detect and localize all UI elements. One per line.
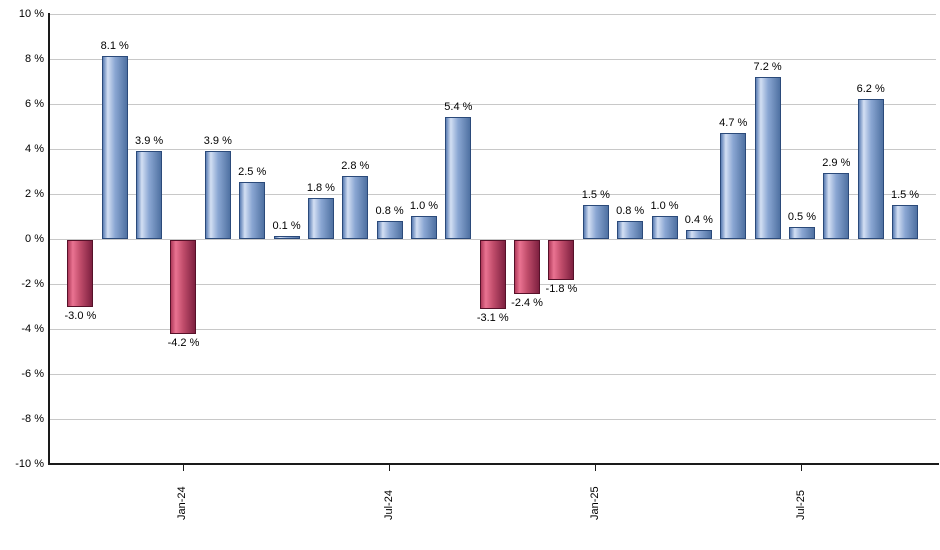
bar (136, 150, 163, 239)
bar (651, 216, 678, 239)
bar-value-label: 2.5 % (238, 166, 267, 179)
bar-value-label: 8.1 % (100, 40, 129, 53)
bar (617, 220, 644, 239)
gridline (49, 13, 936, 15)
x-axis-tick (182, 465, 184, 471)
bar-value-label: 0.5 % (787, 211, 817, 224)
bar (101, 56, 128, 239)
y-axis-tick-label: -4 % (21, 322, 44, 335)
bar (376, 220, 403, 239)
bar-value-label: -1.8 % (545, 283, 578, 295)
x-axis-tick-label: Jul-24 (382, 490, 395, 520)
bar-value-label: 0.4 % (684, 213, 713, 226)
gridline (49, 418, 936, 420)
bar-value-label: 6.2 % (856, 83, 885, 95)
gridline (49, 103, 936, 105)
bar-value-label: 3.9 % (135, 134, 164, 147)
bar-value-label: 0.8 % (375, 204, 404, 217)
bar-value-label: 5.4 % (444, 101, 473, 113)
bar-value-label: 0.8 % (616, 204, 645, 217)
x-axis-tick (801, 465, 803, 471)
bar (685, 229, 712, 239)
bar-value-label: 1.0 % (650, 200, 679, 212)
bar (582, 204, 609, 239)
bar (445, 117, 472, 239)
x-axis-tick (595, 465, 597, 471)
y-axis-tick-label: 6 % (25, 97, 44, 110)
bar-value-label: 3.9 % (203, 134, 232, 147)
x-axis-tick-label: Jul-25 (794, 490, 807, 520)
gridline (49, 328, 936, 330)
y-axis-tick-label: -6 % (21, 367, 44, 380)
y-axis-tick-label: 10 % (18, 7, 44, 20)
bar-value-label: 1.8 % (306, 182, 335, 194)
bar (479, 239, 506, 310)
gridline (49, 238, 936, 240)
bar (307, 198, 334, 239)
y-axis-tick-label: 8 % (25, 52, 44, 65)
bar (823, 173, 850, 239)
y-axis-tick-label: 0 % (25, 232, 44, 245)
bar-value-label: -2.4 % (511, 296, 543, 309)
bar-value-label: 7.2 % (753, 60, 782, 73)
y-axis-tick-label: 2 % (25, 187, 44, 200)
gridline (49, 58, 936, 60)
bar (342, 175, 369, 239)
bar (204, 150, 231, 239)
bar (788, 227, 815, 239)
bar-value-label: -3.0 % (64, 310, 97, 322)
y-axis-tick-label: -10 % (15, 457, 44, 470)
bar (548, 239, 575, 280)
bar-value-label: -3.1 % (476, 312, 509, 325)
bar-value-label: 1.5 % (890, 188, 920, 201)
x-axis-tick-label: Jan-25 (588, 486, 601, 520)
bar-value-label: 1.0 % (409, 200, 439, 212)
bar (514, 239, 541, 294)
y-axis-line (48, 13, 50, 465)
x-axis-tick (389, 465, 391, 471)
x-axis-line (48, 463, 939, 465)
gridline (49, 373, 936, 375)
y-axis-tick-label: -8 % (21, 412, 44, 425)
bar-value-label: 2.8 % (341, 159, 370, 172)
bar-value-label: 0.1 % (272, 220, 301, 233)
bar (720, 132, 747, 239)
bar (754, 76, 781, 239)
bar (170, 239, 197, 334)
gridline (49, 193, 936, 195)
gridline (49, 148, 936, 150)
bar (857, 99, 884, 239)
bar (892, 204, 919, 239)
bar-value-label: 1.5 % (581, 188, 610, 201)
bar-value-label: 2.9 % (822, 157, 851, 170)
y-axis-tick-label: 4 % (25, 142, 44, 155)
bar-value-label: -4.2 % (167, 337, 200, 349)
bar-value-label: 4.7 % (719, 116, 748, 129)
x-axis-tick-label: Jan-24 (176, 486, 189, 520)
bar (411, 216, 437, 239)
bar (239, 182, 266, 239)
bar (273, 236, 300, 239)
bar (67, 239, 94, 307)
y-axis-tick-label: -2 % (21, 277, 44, 290)
